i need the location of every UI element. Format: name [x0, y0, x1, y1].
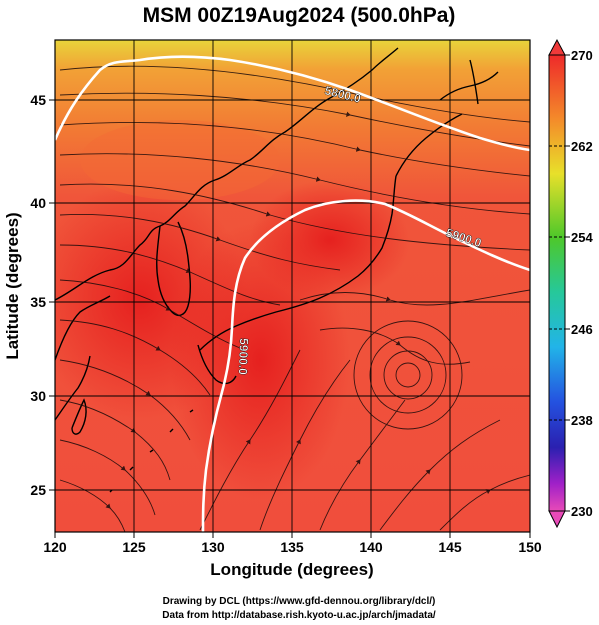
- contour-5900-line: [201, 199, 530, 532]
- colorbar-min-arrow: [548, 510, 566, 529]
- lat-tick-labels: 45 40 35 30 25: [30, 92, 46, 498]
- colorbar-tick-label: 238: [571, 413, 593, 428]
- lon-tick-label: 140: [359, 539, 383, 555]
- height-contours: [55, 55, 530, 532]
- wind-streamlines: [59, 65, 530, 532]
- credit-data-source: Data from http://database.rish.kyoto-u.a…: [162, 610, 436, 621]
- lon-tick-label: 150: [518, 539, 542, 555]
- lon-tick-label: 130: [201, 539, 225, 555]
- colorbar-max-arrow: [548, 38, 566, 56]
- lon-tick-label: 135: [280, 539, 304, 555]
- warm-band-north: [80, 120, 280, 200]
- colorbar-tick-label: 246: [571, 322, 593, 337]
- colorbar: 270 262 254 246 238 230: [548, 38, 593, 529]
- axis-ticks: [49, 99, 531, 538]
- credit-drawing: Drawing by DCL (https://www.gfd-dennou.o…: [163, 596, 436, 607]
- contour-5800-line: [55, 55, 530, 152]
- lon-tick-labels: 120 125 130 135 140 145 150: [43, 539, 542, 555]
- lon-tick-label: 120: [43, 539, 67, 555]
- x-axis-title: Longitude (degrees): [210, 560, 373, 579]
- y-axis-title: Latitude (degrees): [3, 212, 22, 359]
- colorbar-scale: [548, 54, 566, 512]
- lat-tick-label: 25: [30, 482, 46, 498]
- lon-tick-label: 145: [438, 539, 462, 555]
- map-panel: 5800.0 5900.0 5900.0: [55, 40, 530, 532]
- map-title: MSM 00Z19Aug2024 (500.0hPa): [143, 4, 456, 27]
- lon-tick-label: 125: [122, 539, 146, 555]
- colorbar-tick-label: 230: [571, 504, 593, 519]
- lat-tick-label: 30: [30, 388, 46, 404]
- graticule: [55, 40, 530, 532]
- colorbar-tick-label: 262: [571, 139, 593, 154]
- lat-tick-label: 45: [30, 92, 46, 108]
- colorbar-tick-label: 270: [571, 48, 593, 63]
- lat-tick-label: 40: [30, 195, 46, 211]
- warm-core-center: [250, 180, 410, 300]
- contour-5900-label-west: 5900.0: [236, 338, 251, 375]
- colorbar-tick-label: 254: [571, 230, 593, 245]
- lat-tick-label: 35: [30, 294, 46, 310]
